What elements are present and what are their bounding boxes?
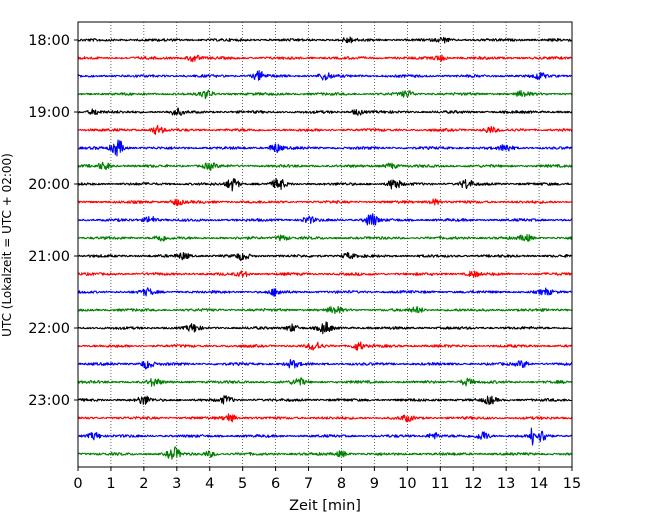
x-grid	[110, 22, 540, 467]
x-axis-label: Zeit [min]	[289, 498, 361, 514]
plot-frame	[77, 21, 573, 468]
y-tick-label: 22:00	[28, 321, 70, 337]
trace-line	[77, 413, 573, 423]
trace-line	[77, 251, 573, 261]
y-tick-label: 21:00	[28, 249, 70, 265]
x-tick-label: 4	[205, 476, 214, 492]
x-tick-label: 7	[304, 476, 313, 492]
x-axis-ticks: 0 1 2 3 4 5 6 7 8 9 10 11 12 13 14 15	[73, 467, 581, 492]
trace-line	[77, 161, 573, 171]
trace-line	[77, 69, 573, 81]
y-axis-label: UTC (Lokalzeit = UTC + 02:00)	[0, 153, 14, 337]
trace-line	[77, 198, 573, 207]
x-tick-label: 11	[431, 476, 449, 492]
x-tick-label: 6	[271, 476, 280, 492]
x-tick-label: 14	[530, 476, 548, 492]
x-tick-label: 3	[172, 476, 181, 492]
trace-line	[77, 36, 573, 44]
y-tick-label: 20:00	[28, 177, 70, 193]
x-tick-label: 15	[563, 476, 581, 492]
trace-line	[77, 287, 573, 297]
x-tick-label: 2	[139, 476, 148, 492]
trace-line	[77, 270, 573, 278]
x-tick-label: 9	[370, 476, 379, 492]
trace-line	[77, 446, 573, 460]
y-tick-label: 18:00	[28, 33, 70, 49]
trace-line	[77, 54, 573, 63]
trace-line	[77, 107, 573, 116]
trace-line	[77, 234, 573, 243]
trace-line	[77, 395, 573, 406]
trace-line	[77, 139, 573, 157]
trace-line	[77, 305, 573, 315]
x-tick-label: 13	[497, 476, 515, 492]
y-tick-label: 19:00	[28, 105, 70, 121]
trace-line	[77, 89, 573, 100]
x-tick-label: 1	[106, 476, 115, 492]
trace-line	[77, 359, 573, 370]
trace-line	[77, 177, 573, 192]
x-tick-label: 8	[337, 476, 346, 492]
trace-line	[77, 213, 573, 226]
x-tick-label: 5	[238, 476, 247, 492]
x-tick-label: 12	[464, 476, 482, 492]
trace-line	[77, 341, 573, 351]
trace-line	[77, 427, 573, 446]
x-tick-label: 10	[398, 476, 416, 492]
y-axis-ticks: 18:00 19:00 20:00 21:00 22:00 23:00	[28, 33, 78, 409]
y-tick-label: 23:00	[28, 393, 70, 409]
seismic-traces	[77, 36, 573, 460]
trace-line	[77, 124, 573, 135]
trace-line	[77, 321, 573, 335]
trace-line	[77, 377, 573, 387]
x-tick-label: 0	[73, 476, 82, 492]
